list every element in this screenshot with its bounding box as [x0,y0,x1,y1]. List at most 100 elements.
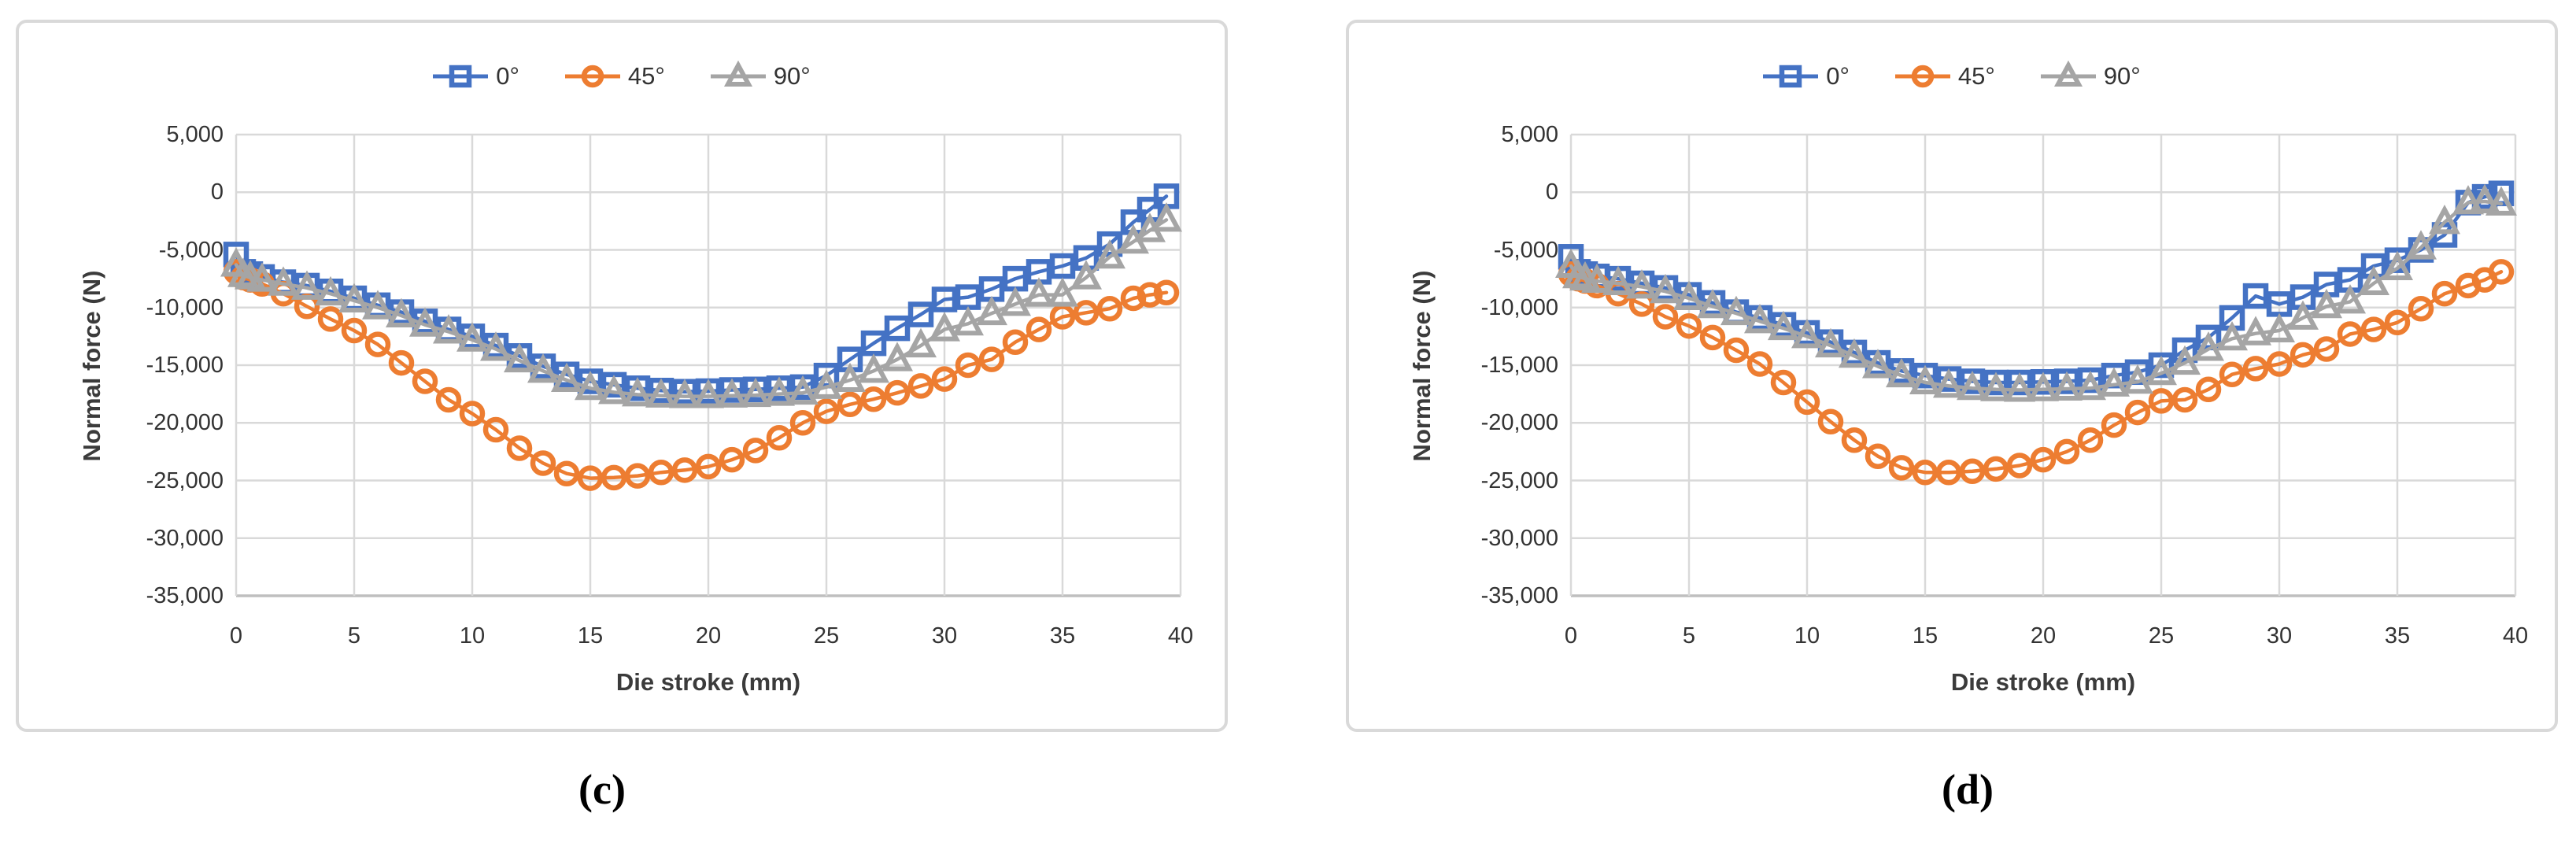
data-point-marker [1120,285,1147,312]
legend-label: 45° [1957,62,1995,90]
data-point-marker [1791,319,1824,349]
data-point-marker [2121,364,2154,394]
data-point-marker [1676,312,1702,339]
data-point-marker [810,369,843,399]
data-point-marker [931,286,958,312]
data-point-marker [341,317,368,344]
legend-label: 0° [1826,62,1850,90]
y-tick-label: -25,000 [146,468,224,493]
square-marker-icon [1763,65,1819,88]
data-point-marker [1959,458,1986,485]
data-point-marker [1046,277,1079,307]
x-tick-label: 40 [2502,623,2529,649]
data-point-marker [1649,273,1682,304]
y-tick-label: -25,000 [1480,468,1558,493]
y-tick-label: 0 [210,179,224,205]
data-point-marker [2290,342,2316,368]
data-point-marker [246,262,279,292]
data-point-marker [2428,204,2461,235]
data-point-marker [527,353,560,383]
data-point-marker [2242,283,2269,309]
data-point-marker [1767,310,1800,341]
data-point-marker [2101,412,2127,438]
series-90deg [220,202,1183,408]
data-point-marker [459,401,486,427]
series-line [234,218,1169,398]
data-point-marker [479,331,512,361]
data-point-marker [975,295,1008,326]
data-point-marker [2404,230,2437,260]
data-point-marker [432,314,465,344]
data-point-marker [2171,337,2198,364]
x-tick-label: 0 [229,623,243,649]
x-tick-label: 5 [1682,623,1696,649]
data-point-marker [482,416,509,443]
data-point-marker [952,305,985,336]
data-point-marker [1049,253,1076,279]
data-point-marker [2263,312,2296,343]
y-tick-label: -10,000 [146,294,224,320]
data-point-marker [931,366,958,392]
data-point-marker [506,435,533,461]
data-point-marker [2053,368,2080,394]
data-point-marker [1602,265,1635,295]
legend-label: 90° [773,62,811,90]
data-point-marker [503,342,536,373]
data-point-marker [1956,370,1989,401]
data-point-marker [290,270,323,300]
data-point-marker [2408,295,2434,322]
y-tick-label: -20,000 [1480,410,1558,436]
plot-canvas [220,133,1183,597]
triangle-marker-icon [2040,60,2096,87]
data-point-marker [2195,376,2222,403]
data-point-marker [2360,316,2387,342]
data-point-marker [2266,351,2293,377]
data-point-marker [763,376,796,406]
chart-panel-d: 0° 45° 90° Normal force (N) Die stroke (mm… [1346,20,2558,732]
x-tick-label: 30 [2266,623,2293,649]
data-point-marker [2468,183,2501,213]
data-point-marker [833,362,867,393]
chart-panel-c: 0° 45° 90° Normal force (N) Die stroke (mm… [16,20,1228,732]
data-point-marker [2077,367,2104,394]
data-point-marker [1022,277,1055,307]
data-point-marker [2381,250,2414,280]
data-point-marker [742,438,769,464]
data-point-marker [1932,368,1965,398]
data-point-marker [1865,443,1891,469]
x-axis-title: Die stroke (mm) [1950,668,2136,696]
data-point-marker [857,353,890,383]
data-point-marker [574,370,607,401]
data-point-marker [1841,427,1868,453]
x-tick-label: 10 [1794,623,1820,649]
data-point-marker [1096,295,1123,322]
data-point-marker [1628,291,1655,317]
y-tick-label: -35,000 [1480,583,1558,608]
data-point-marker [577,465,604,491]
data-point-marker [338,283,371,312]
legend-label: 45° [627,62,665,90]
y-tick-label: 5,000 [1501,122,1558,147]
data-point-marker [1794,389,1820,416]
data-point-marker [2286,300,2319,330]
data-point-marker [2050,371,2083,401]
data-point-marker [813,398,840,424]
data-point-marker [837,391,863,418]
data-point-marker [449,65,472,88]
data-point-marker [1150,202,1183,232]
series-line [1569,270,2504,475]
data-point-marker [1002,329,1029,355]
data-point-marker [317,306,344,332]
series-90deg [1554,183,2518,402]
data-point-marker [907,373,934,399]
legend: 0° 45° 90° [19,60,1225,92]
data-point-marker [2006,369,2033,396]
data-point-marker [435,386,462,413]
series-line [1569,199,2504,392]
data-point-marker [2053,60,2083,87]
x-axis-title: Die stroke (mm) [615,668,801,696]
y-tick-label: -20,000 [146,410,224,436]
legend-label: 90° [2103,62,2141,90]
data-point-marker [553,460,580,486]
y-tick-label: -30,000 [1480,525,1558,551]
